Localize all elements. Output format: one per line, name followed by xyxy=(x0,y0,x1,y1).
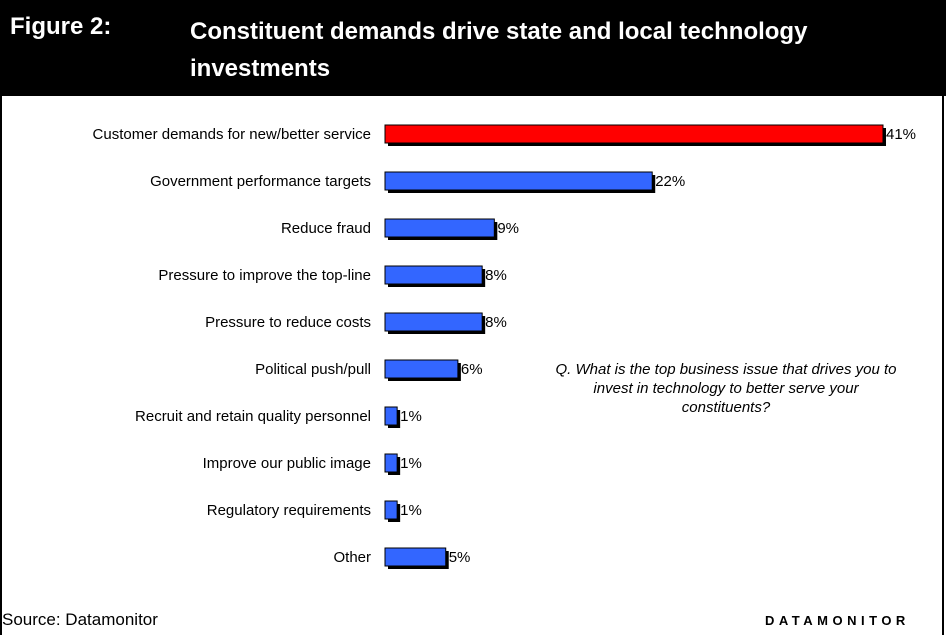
value-label: 6% xyxy=(461,361,483,378)
bar-row: Political push/pull 6% xyxy=(255,359,483,381)
value-label: 1% xyxy=(400,408,422,425)
bar-row: Customer demands for new/better service 4… xyxy=(93,124,916,146)
bar-row: Pressure to reduce costs 8% xyxy=(205,312,507,334)
value-label: 5% xyxy=(449,549,471,566)
category-label: Improve our public image xyxy=(203,455,371,472)
figure-title: Constituent demands drive state and loca… xyxy=(190,18,808,82)
bar-chart: Customer demands for new/better service 4… xyxy=(93,124,916,569)
category-label: Government performance targets xyxy=(150,173,371,190)
bar-row: Regulatory requirements 1% xyxy=(207,500,422,522)
category-label: Other xyxy=(333,549,371,566)
category-label: Regulatory requirements xyxy=(207,502,371,519)
value-label: 22% xyxy=(655,173,685,190)
bar xyxy=(384,171,653,191)
figure-label: Figure 2: xyxy=(10,13,112,40)
bar xyxy=(384,265,483,285)
bar-row: Government performance targets 22% xyxy=(150,171,685,193)
brand-wordmark: DATAMONITOR xyxy=(765,613,910,628)
bar-row: Reduce fraud 9% xyxy=(281,218,519,240)
category-label: Political push/pull xyxy=(255,361,371,378)
bar xyxy=(384,124,884,144)
source-text: Source: Datamonitor xyxy=(2,610,158,629)
bar-row: Other 5% xyxy=(333,547,471,569)
bar xyxy=(384,359,459,379)
value-label: 9% xyxy=(497,220,519,237)
category-label: Pressure to improve the top-line xyxy=(158,267,371,284)
bar xyxy=(384,500,398,520)
value-label: 41% xyxy=(886,126,916,143)
bar xyxy=(384,453,398,473)
bar xyxy=(384,406,398,426)
bar xyxy=(384,547,447,567)
category-label: Recruit and retain quality personnel xyxy=(135,408,371,425)
bar xyxy=(384,312,483,332)
value-label: 1% xyxy=(400,455,422,472)
category-label: Pressure to reduce costs xyxy=(205,314,371,331)
value-label: 1% xyxy=(400,502,422,519)
bar-row: Improve our public image 1% xyxy=(203,453,422,475)
figure-header: Figure 2: Constituent demands drive stat… xyxy=(0,0,946,96)
category-label: Reduce fraud xyxy=(281,220,371,237)
bar-row: Pressure to improve the top-line 8% xyxy=(158,265,507,287)
bar xyxy=(384,218,495,238)
value-label: 8% xyxy=(485,267,507,284)
survey-question-note: Q. What is the top business issue that d… xyxy=(555,361,897,416)
value-label: 8% xyxy=(485,314,507,331)
category-label: Customer demands for new/better service xyxy=(93,126,371,143)
bar-row: Recruit and retain quality personnel 1% xyxy=(135,406,422,428)
